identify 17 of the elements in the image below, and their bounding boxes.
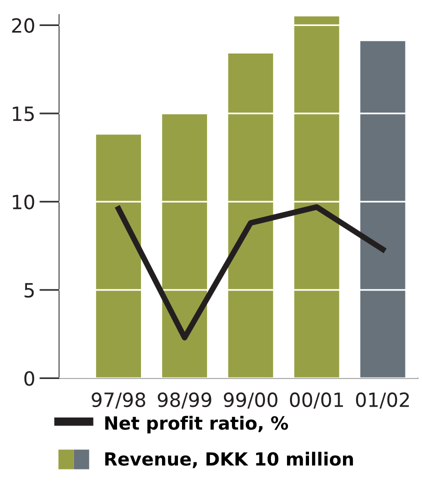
bar	[294, 16, 340, 378]
legend-label: Revenue, DKK 10 million	[105, 452, 353, 468]
bar	[162, 113, 208, 378]
y-tick-label: 5	[24, 283, 34, 298]
y-tick-label: 0	[24, 371, 34, 386]
y-tick-label: 20	[12, 18, 34, 33]
x-tick-label: 97/98	[92, 392, 146, 409]
x-tick-label: 01/02	[356, 392, 409, 409]
bar	[96, 134, 141, 378]
x-tick-label: 99/00	[224, 392, 278, 409]
y-tick-label: 10	[12, 194, 34, 210]
x-tick-label: 00/01	[290, 392, 343, 409]
bar	[228, 53, 274, 378]
bar	[360, 41, 406, 378]
x-tick-label: 98/99	[158, 392, 212, 409]
legend-label: Net profit ratio, %	[105, 416, 288, 434]
y-tick-label: 15	[12, 106, 34, 122]
